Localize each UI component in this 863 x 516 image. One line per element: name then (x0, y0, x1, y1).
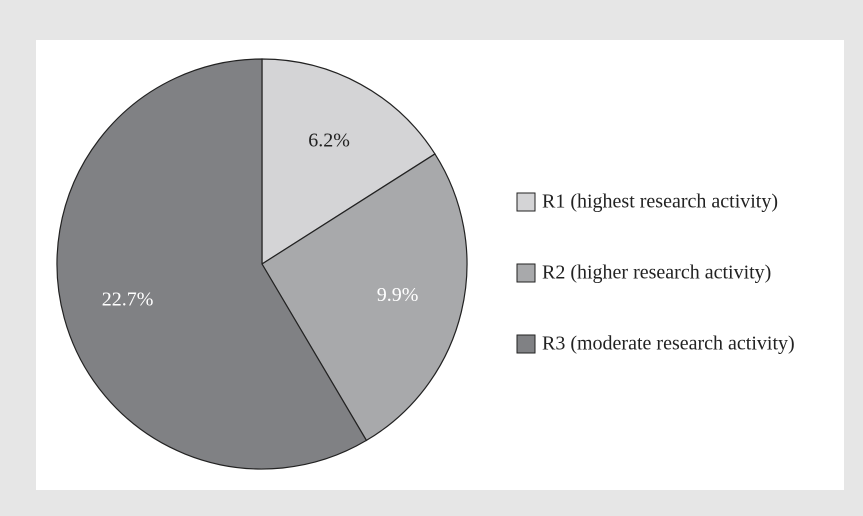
pie-slice (261, 153, 468, 442)
data-label: 6.2% (308, 129, 350, 151)
data-label: 22.7% (102, 288, 154, 310)
legend-swatch (516, 263, 536, 283)
legend-label: R2 (higher research activity) (542, 262, 771, 284)
legend-swatch (516, 334, 536, 354)
pie-slice (261, 58, 436, 266)
legend-swatch (516, 192, 536, 212)
data-label: 9.9% (377, 284, 419, 306)
legend-label: R3 (moderate research activity) (542, 333, 795, 355)
legend-label: R1 (highest research activity) (542, 191, 778, 213)
pie-slice (56, 58, 368, 470)
